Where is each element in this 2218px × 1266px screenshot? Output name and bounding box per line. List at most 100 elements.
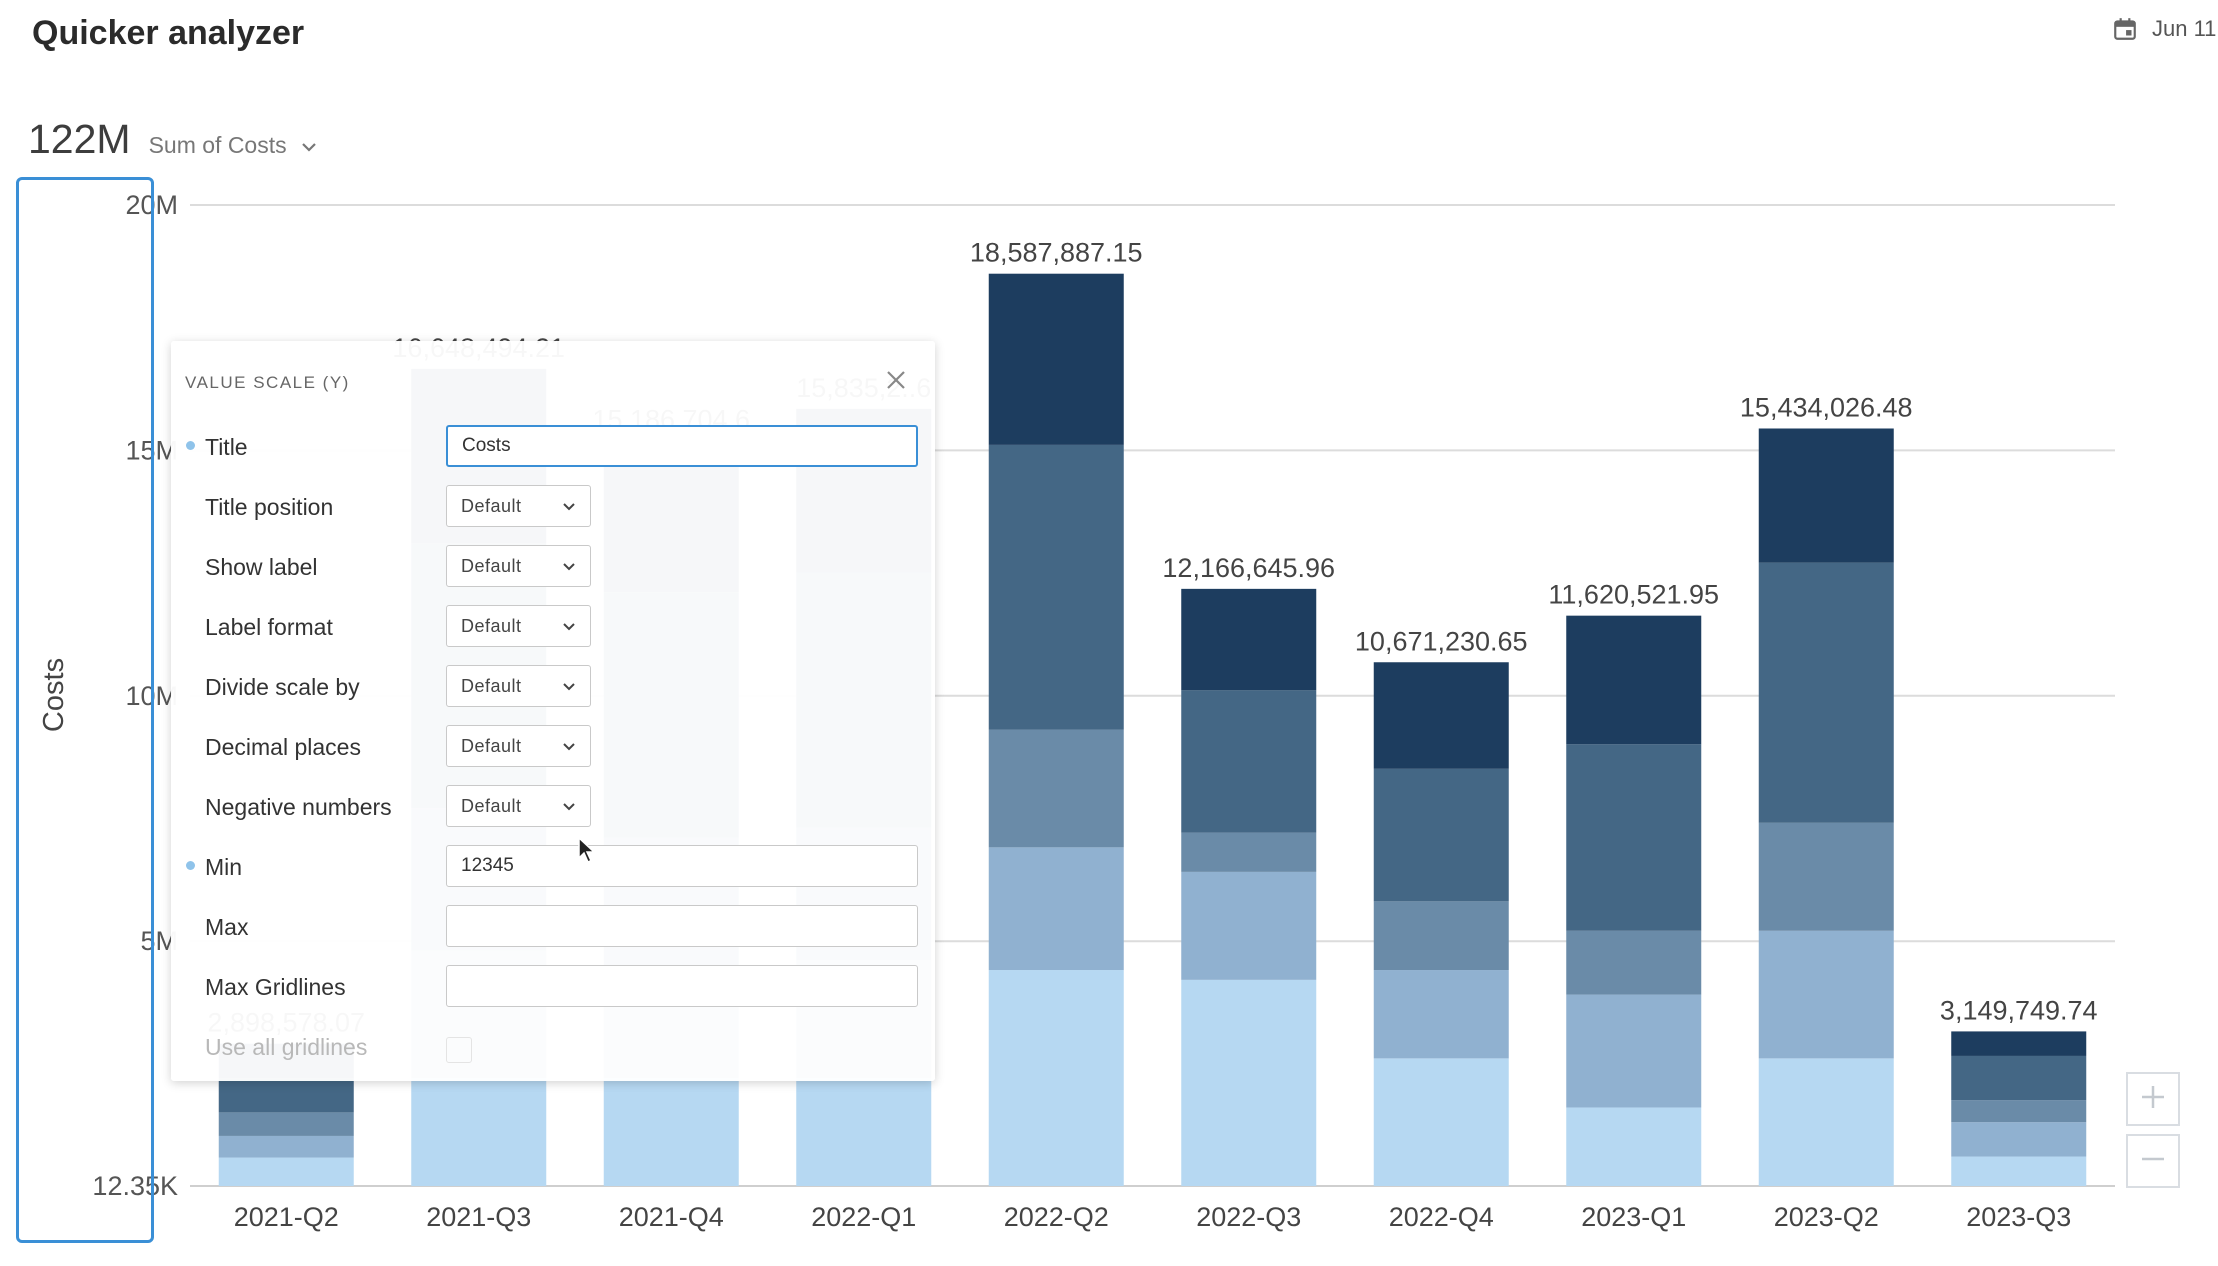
row-use-all-gridlines: Use all gridlines bbox=[171, 1025, 935, 1069]
max-gridlines-input[interactable] bbox=[446, 965, 918, 1007]
date-label: Jun 11, bbox=[2152, 16, 2218, 41]
min-input[interactable] bbox=[446, 845, 918, 887]
title-position-select[interactable]: Default bbox=[446, 485, 591, 527]
bar-segment bbox=[1951, 1055, 2087, 1101]
x-tick-label: 2023-Q1 bbox=[1581, 1202, 1686, 1232]
bar-segment bbox=[1758, 428, 1894, 563]
date-range-picker[interactable]: Jun 11, bbox=[2112, 16, 2218, 42]
use-all-gridlines-checkbox[interactable] bbox=[446, 1037, 472, 1063]
metric-selector[interactable]: Sum of Costs bbox=[149, 132, 317, 159]
row-divide-scale-by: Divide scale by Default bbox=[171, 665, 935, 709]
bar-segment bbox=[1566, 615, 1702, 745]
total-value: 122M bbox=[28, 116, 131, 162]
bar-segment bbox=[218, 1157, 354, 1186]
close-button[interactable] bbox=[881, 367, 911, 397]
row-max: Max bbox=[171, 905, 935, 949]
value-scale-panel: VALUE SCALE (Y) Title Title position Def… bbox=[171, 341, 935, 1081]
bar-segment bbox=[1181, 871, 1317, 980]
bar-segment bbox=[218, 1135, 354, 1158]
bar-segment bbox=[1373, 768, 1509, 902]
x-tick-label: 2022-Q3 bbox=[1196, 1202, 1301, 1232]
bar-segment bbox=[1181, 832, 1317, 872]
show-label-select[interactable]: Default bbox=[446, 545, 591, 587]
y-axis-selection[interactable] bbox=[16, 177, 154, 1243]
bar-total-label: 3,149,749.74 bbox=[1940, 995, 2098, 1025]
title-position-label: Title position bbox=[205, 494, 334, 520]
title-position-value: Default bbox=[461, 495, 522, 516]
row-title-position: Title position Default bbox=[171, 485, 935, 529]
bar-segment bbox=[1181, 690, 1317, 833]
bar-segment bbox=[1758, 562, 1894, 823]
zoom-in-button[interactable] bbox=[2126, 1072, 2180, 1126]
bar-segment bbox=[1758, 1058, 1894, 1186]
minus-icon bbox=[2139, 1145, 2167, 1178]
bar-segment bbox=[988, 847, 1124, 971]
use-all-gridlines-label: Use all gridlines bbox=[205, 1034, 368, 1060]
divide-scale-by-value: Default bbox=[461, 675, 522, 696]
negative-numbers-select[interactable]: Default bbox=[446, 785, 591, 827]
bar-segment bbox=[1758, 822, 1894, 931]
x-tick-label: 2022-Q4 bbox=[1389, 1202, 1494, 1232]
x-tick-label: 2023-Q2 bbox=[1774, 1202, 1879, 1232]
label-format-value: Default bbox=[461, 615, 522, 636]
x-tick-label: 2023-Q3 bbox=[1966, 1202, 2071, 1232]
bar-total-label: 18,587,887.15 bbox=[970, 238, 1143, 268]
panel-header: VALUE SCALE (Y) bbox=[185, 373, 350, 392]
bar-segment bbox=[1758, 930, 1894, 1059]
decimal-places-select[interactable]: Default bbox=[446, 725, 591, 767]
row-title: Title bbox=[171, 425, 935, 469]
divide-scale-by-select[interactable]: Default bbox=[446, 665, 591, 707]
bar-segment bbox=[1566, 744, 1702, 931]
x-tick-label: 2022-Q1 bbox=[811, 1202, 916, 1232]
chevron-down-icon bbox=[562, 556, 576, 577]
bar-segment bbox=[1566, 1107, 1702, 1186]
plus-icon bbox=[2139, 1083, 2167, 1116]
title-label: Title bbox=[205, 434, 248, 460]
bar-segment bbox=[1373, 970, 1509, 1059]
bar-segment bbox=[1951, 1031, 2087, 1056]
x-tick-label: 2021-Q4 bbox=[619, 1202, 724, 1232]
bar-segment bbox=[218, 1112, 354, 1136]
row-min: Min bbox=[171, 845, 935, 889]
bar-segment bbox=[1373, 1058, 1509, 1186]
chevron-down-icon bbox=[562, 796, 576, 817]
label-format-select[interactable]: Default bbox=[446, 605, 591, 647]
decimal-places-value: Default bbox=[461, 735, 522, 756]
chevron-down-icon bbox=[562, 736, 576, 757]
y-tick-label: 12.35K bbox=[92, 1171, 178, 1201]
row-label-format: Label format Default bbox=[171, 605, 935, 649]
bar-segment bbox=[988, 729, 1124, 848]
row-show-label: Show label Default bbox=[171, 545, 935, 589]
x-tick-label: 2021-Q2 bbox=[234, 1202, 339, 1232]
x-tick-label: 2021-Q3 bbox=[426, 1202, 531, 1232]
show-label-label: Show label bbox=[205, 554, 318, 580]
calendar-icon bbox=[2112, 16, 2138, 42]
label-format-label: Label format bbox=[205, 614, 333, 640]
close-icon bbox=[885, 369, 907, 396]
negative-numbers-value: Default bbox=[461, 795, 522, 816]
bar-segment bbox=[796, 1078, 932, 1186]
row-negative-numbers: Negative numbers Default bbox=[171, 785, 935, 829]
max-input[interactable] bbox=[446, 905, 918, 947]
max-gridlines-label: Max Gridlines bbox=[205, 974, 346, 1000]
bar-total-label: 11,620,521.95 bbox=[1548, 580, 1719, 610]
bar-segment bbox=[1951, 1122, 2087, 1157]
mouse-cursor-icon bbox=[577, 836, 597, 869]
bar-segment bbox=[1181, 588, 1317, 691]
bar-segment bbox=[603, 1078, 739, 1186]
bar-segment bbox=[988, 273, 1124, 445]
bar-segment bbox=[988, 444, 1124, 730]
bar-segment bbox=[1566, 930, 1702, 995]
title-input[interactable] bbox=[446, 425, 918, 467]
modified-indicator bbox=[186, 441, 195, 450]
chevron-down-icon bbox=[562, 676, 576, 697]
bar-total-label: 15,434,026.48 bbox=[1740, 392, 1913, 422]
divide-scale-by-label: Divide scale by bbox=[205, 674, 360, 700]
zoom-out-button[interactable] bbox=[2126, 1134, 2180, 1188]
negative-numbers-label: Negative numbers bbox=[205, 794, 392, 820]
row-decimal-places: Decimal places Default bbox=[171, 725, 935, 769]
bar-segment bbox=[1373, 901, 1509, 971]
bar-segment bbox=[1951, 1156, 2087, 1186]
min-label: Min bbox=[205, 854, 243, 880]
